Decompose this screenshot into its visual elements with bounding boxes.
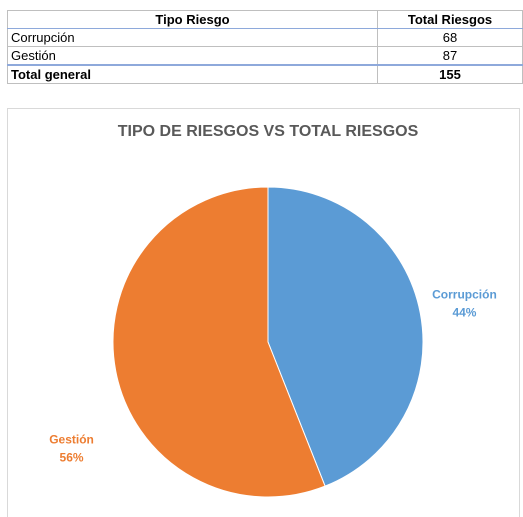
pie-slice bbox=[267, 186, 424, 487]
summary-table: Tipo Riesgo Total Riesgos Corrupción 68 … bbox=[7, 10, 523, 84]
slice-value: 44% bbox=[452, 306, 476, 320]
cell: Gestión bbox=[7, 46, 378, 66]
slice-label: Corrupción bbox=[432, 288, 497, 302]
row: Corrupción 68 bbox=[7, 28, 523, 47]
cell: Total general bbox=[7, 64, 378, 84]
slice-label: Gestión bbox=[49, 433, 94, 447]
cell: Corrupción bbox=[7, 28, 378, 47]
cell: 68 bbox=[377, 28, 523, 47]
slice-value: 56% bbox=[60, 451, 84, 465]
row: Gestión 87 bbox=[7, 46, 523, 66]
chart-frame bbox=[7, 108, 520, 517]
total-row: Total general 155 bbox=[7, 64, 523, 84]
pie-slice bbox=[112, 186, 326, 498]
chart-title: TIPO DE RIESGOS VS TOTAL RIESGOS bbox=[118, 123, 419, 140]
cell: 155 bbox=[377, 64, 523, 84]
